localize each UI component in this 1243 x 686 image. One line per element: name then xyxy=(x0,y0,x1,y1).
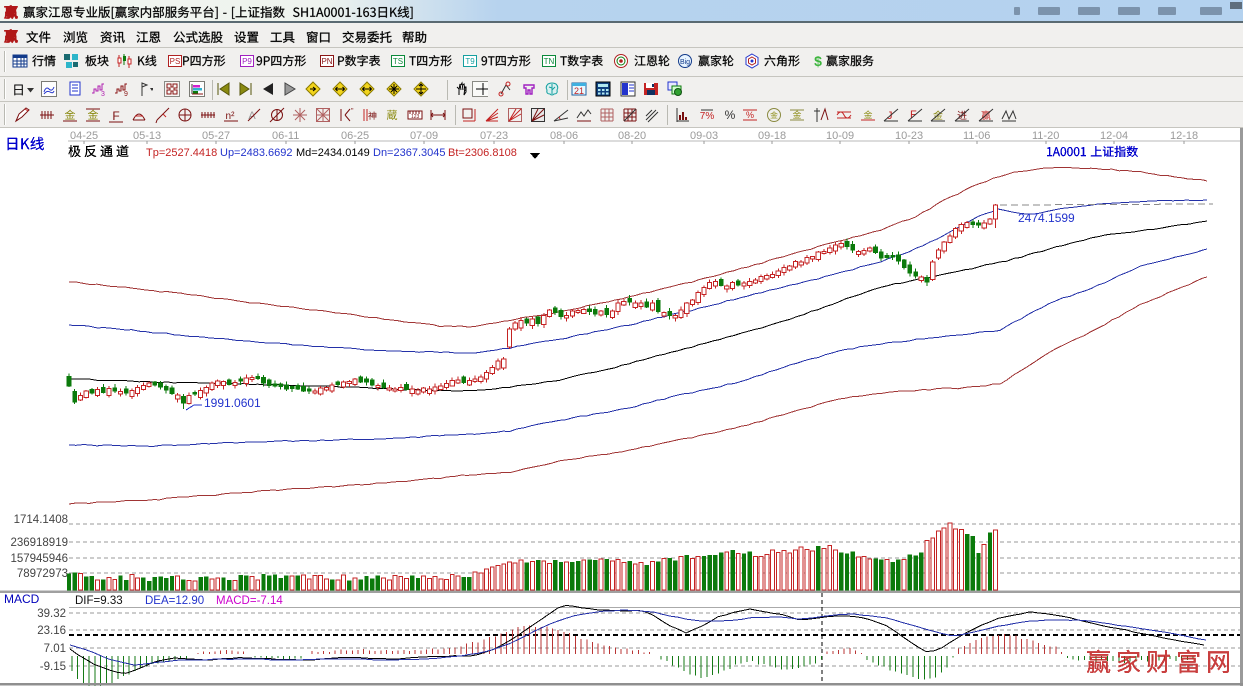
svg-text:PS: PS xyxy=(170,57,181,66)
svg-text:Up=2483.6692: Up=2483.6692 xyxy=(220,147,292,159)
svg-text:TS: TS xyxy=(393,57,403,66)
svg-text:04-25: 04-25 xyxy=(70,130,98,142)
svg-text:07-23: 07-23 xyxy=(480,130,508,142)
svg-text:21: 21 xyxy=(574,86,584,96)
svg-text:Bt=2306.8108: Bt=2306.8108 xyxy=(448,147,517,159)
svg-text:08-06: 08-06 xyxy=(550,130,578,142)
svg-text:F: F xyxy=(910,109,917,121)
svg-text:%: % xyxy=(725,108,736,122)
svg-text:11-20: 11-20 xyxy=(1032,130,1059,142)
svg-text:07-09: 07-09 xyxy=(410,130,438,142)
svg-text:1714.1408: 1714.1408 xyxy=(14,514,68,526)
svg-text:PN: PN xyxy=(321,57,332,66)
svg-text:DIF=9.33: DIF=9.33 xyxy=(75,595,123,607)
svg-text:05-27: 05-27 xyxy=(202,130,230,142)
svg-text:F: F xyxy=(112,109,119,123)
svg-text:$: $ xyxy=(814,53,822,69)
svg-text:3: 3 xyxy=(101,91,105,97)
svg-text:10-23: 10-23 xyxy=(895,130,923,142)
svg-text:MACD=-7.14: MACD=-7.14 xyxy=(216,595,283,607)
svg-text:39.32: 39.32 xyxy=(37,608,66,620)
svg-text:7%: 7% xyxy=(700,111,715,122)
svg-text:236918919: 236918919 xyxy=(10,537,68,549)
svg-text:n²: n² xyxy=(226,111,236,122)
svg-text:Big: Big xyxy=(680,59,690,66)
svg-text:Md=2434.0149: Md=2434.0149 xyxy=(296,147,370,159)
svg-text:08-20: 08-20 xyxy=(618,130,646,142)
svg-text:Dn=2367.3045: Dn=2367.3045 xyxy=(373,147,445,159)
svg-text:23.16: 23.16 xyxy=(37,625,66,637)
svg-text:10-09: 10-09 xyxy=(826,130,854,142)
svg-text:157945946: 157945946 xyxy=(10,553,68,565)
svg-text:9: 9 xyxy=(124,91,128,97)
svg-text:TN: TN xyxy=(544,57,555,66)
svg-text:06-25: 06-25 xyxy=(341,130,369,142)
svg-text:-9.15: -9.15 xyxy=(40,661,66,673)
svg-text:06-11: 06-11 xyxy=(272,130,299,142)
svg-text:09-03: 09-03 xyxy=(690,130,718,142)
svg-text:78972973: 78972973 xyxy=(17,568,68,580)
svg-text:12-18: 12-18 xyxy=(1170,130,1198,142)
svg-text:123: 123 xyxy=(411,114,420,120)
svg-text:": " xyxy=(351,108,354,115)
svg-text:12-04: 12-04 xyxy=(1100,130,1128,142)
svg-text:05-13: 05-13 xyxy=(133,130,161,142)
svg-text:Tp=2527.4418: Tp=2527.4418 xyxy=(146,147,217,159)
svg-text:09-18: 09-18 xyxy=(758,130,786,142)
svg-text:P9: P9 xyxy=(242,57,252,66)
svg-text:T9: T9 xyxy=(465,57,475,66)
svg-text:2474.1599: 2474.1599 xyxy=(1018,211,1075,225)
svg-text:7.01: 7.01 xyxy=(44,643,66,655)
svg-text:%: % xyxy=(746,110,754,120)
svg-text:1991.0601: 1991.0601 xyxy=(204,396,261,410)
svg-text:DEA=12.90: DEA=12.90 xyxy=(145,595,204,607)
svg-text:MACD: MACD xyxy=(4,592,40,606)
svg-text:11-06: 11-06 xyxy=(963,130,990,142)
